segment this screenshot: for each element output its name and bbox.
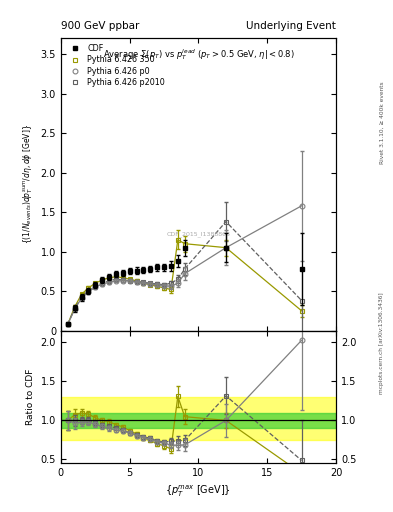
Y-axis label: $\{(1/N_{events}) dp_T^{sum}/d\eta, d\phi$ [GeV]$\}$: $\{(1/N_{events}) dp_T^{sum}/d\eta, d\ph… [22, 124, 35, 244]
Pythia 6.426 p0 [148, 281, 152, 287]
Pythia 6.426 p2010 [107, 278, 112, 284]
CDF [134, 267, 139, 273]
Pythia 6.426 p0 [162, 283, 167, 289]
Text: mcplots.cern.ch [arXiv:1306.3436]: mcplots.cern.ch [arXiv:1306.3436] [380, 292, 384, 394]
Pythia 6.426 350 [224, 245, 228, 251]
Pythia 6.426 p0 [79, 295, 84, 301]
Pythia 6.426 350 [65, 321, 70, 327]
Pythia 6.426 p2010 [162, 282, 167, 288]
Y-axis label: Ratio to CDF: Ratio to CDF [26, 369, 35, 425]
Pythia 6.426 350 [114, 274, 118, 280]
CDF [114, 271, 118, 277]
Pythia 6.426 p2010 [224, 219, 228, 225]
CDF [127, 268, 132, 274]
CDF [175, 258, 180, 264]
CDF [299, 266, 304, 272]
X-axis label: $\{p_T^{max}$ [GeV]$\}$: $\{p_T^{max}$ [GeV]$\}$ [165, 484, 231, 499]
Pythia 6.426 350 [162, 285, 167, 291]
Pythia 6.426 p2010 [299, 297, 304, 304]
CDF [169, 263, 173, 269]
Pythia 6.426 p2010 [175, 276, 180, 282]
CDF [120, 270, 125, 276]
Pythia 6.426 350 [141, 280, 146, 286]
CDF [141, 267, 146, 273]
CDF [86, 288, 91, 294]
Pythia 6.426 p2010 [148, 280, 152, 286]
Pythia 6.426 p0 [127, 278, 132, 284]
Pythia 6.426 p0 [86, 289, 91, 295]
Line: Pythia 6.426 p0: Pythia 6.426 p0 [65, 203, 304, 327]
Pythia 6.426 p2010 [127, 278, 132, 284]
Pythia 6.426 p0 [120, 278, 125, 284]
Pythia 6.426 350 [72, 304, 77, 310]
Pythia 6.426 p0 [141, 280, 146, 286]
Pythia 6.426 350 [107, 274, 112, 281]
Pythia 6.426 p2010 [93, 283, 97, 289]
Pythia 6.426 p0 [169, 283, 173, 289]
Pythia 6.426 p0 [182, 271, 187, 277]
Legend: CDF, Pythia 6.426 350, Pythia 6.426 p0, Pythia 6.426 p2010: CDF, Pythia 6.426 350, Pythia 6.426 p0, … [63, 41, 169, 91]
Pythia 6.426 350 [93, 280, 97, 286]
CDF [79, 294, 84, 301]
CDF [100, 277, 105, 283]
Pythia 6.426 p0 [107, 280, 112, 286]
Pythia 6.426 p0 [134, 280, 139, 286]
Pythia 6.426 p0 [72, 306, 77, 312]
Pythia 6.426 p2010 [182, 266, 187, 272]
CDF [162, 264, 167, 270]
Pythia 6.426 350 [127, 276, 132, 282]
Text: CDF_2015_I1388868: CDF_2015_I1388868 [167, 231, 230, 237]
Pythia 6.426 p0 [224, 245, 228, 251]
Line: Pythia 6.426 350: Pythia 6.426 350 [65, 238, 304, 327]
Pythia 6.426 p2010 [100, 280, 105, 286]
CDF [148, 266, 152, 272]
Pythia 6.426 p2010 [114, 276, 118, 282]
Pythia 6.426 p0 [93, 284, 97, 290]
Pythia 6.426 p2010 [141, 280, 146, 286]
Pythia 6.426 p0 [100, 281, 105, 287]
Bar [61, 397, 336, 440]
Pythia 6.426 350 [169, 286, 173, 292]
Pythia 6.426 p2010 [155, 281, 160, 287]
Line: Pythia 6.426 p2010: Pythia 6.426 p2010 [66, 220, 304, 326]
Pythia 6.426 350 [120, 274, 125, 281]
Pythia 6.426 350 [100, 277, 105, 283]
CDF [155, 264, 160, 270]
Pythia 6.426 p2010 [169, 280, 173, 286]
Pythia 6.426 p2010 [134, 279, 139, 285]
CDF [72, 305, 77, 311]
Pythia 6.426 p0 [299, 203, 304, 209]
Pythia 6.426 p0 [175, 280, 180, 286]
Pythia 6.426 p2010 [120, 277, 125, 283]
Pythia 6.426 350 [86, 285, 91, 291]
Pythia 6.426 p0 [114, 278, 118, 284]
Text: Rivet 3.1.10, ≥ 400k events: Rivet 3.1.10, ≥ 400k events [380, 81, 384, 164]
Pythia 6.426 p0 [65, 321, 70, 327]
CDF [224, 245, 228, 251]
CDF [65, 321, 70, 327]
CDF [182, 245, 187, 251]
Pythia 6.426 p2010 [72, 305, 77, 311]
Pythia 6.426 p2010 [79, 294, 84, 301]
Pythia 6.426 350 [299, 308, 304, 314]
Pythia 6.426 p2010 [65, 321, 70, 327]
Pythia 6.426 350 [182, 241, 187, 247]
Text: Average $\Sigma(p_T)$ vs $p_T^{lead}$ ($p_T > 0.5$ GeV, $\eta| < 0.8$): Average $\Sigma(p_T)$ vs $p_T^{lead}$ ($… [103, 47, 294, 62]
Pythia 6.426 350 [175, 237, 180, 243]
Pythia 6.426 350 [148, 282, 152, 288]
Line: CDF: CDF [65, 245, 304, 327]
Pythia 6.426 p0 [155, 282, 160, 288]
Text: 900 GeV ppbar: 900 GeV ppbar [61, 20, 139, 31]
Bar [61, 413, 336, 428]
Pythia 6.426 350 [155, 283, 160, 289]
Pythia 6.426 350 [79, 291, 84, 297]
Pythia 6.426 350 [134, 278, 139, 284]
CDF [93, 282, 97, 288]
Text: Underlying Event: Underlying Event [246, 20, 336, 31]
Pythia 6.426 p2010 [86, 288, 91, 294]
CDF [107, 274, 112, 280]
